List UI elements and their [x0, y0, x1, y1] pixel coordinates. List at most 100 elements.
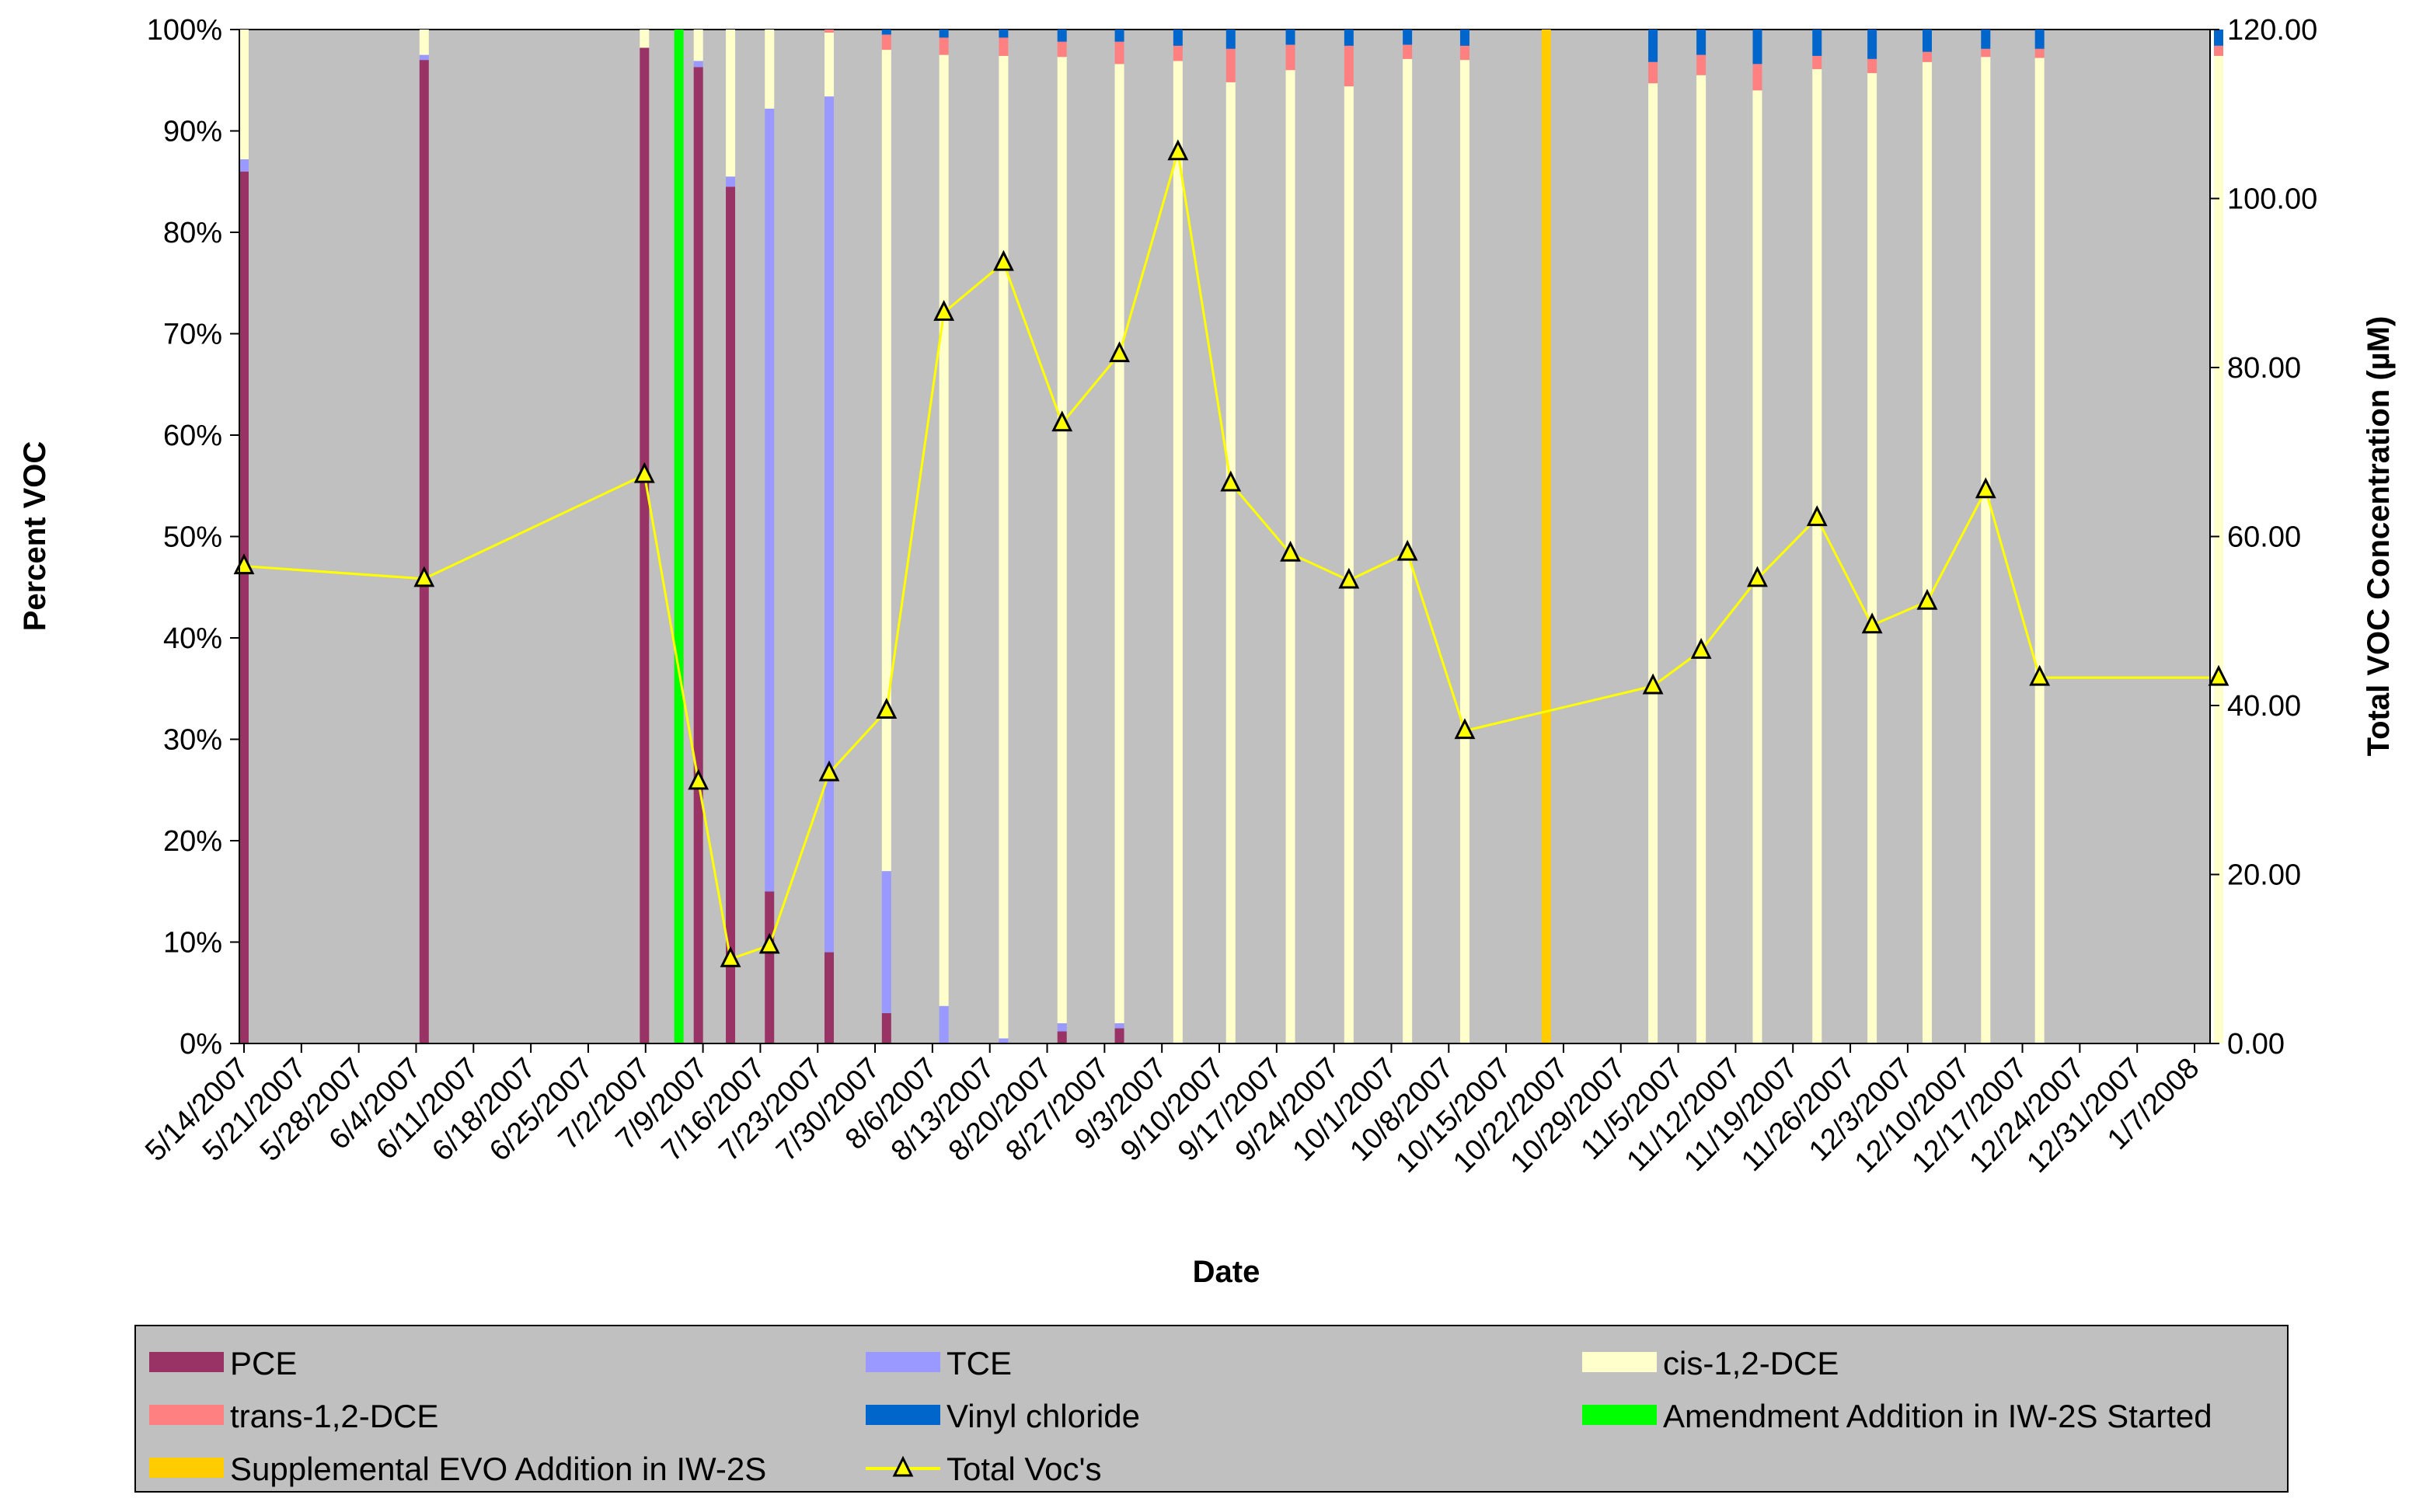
legend-swatch — [149, 1352, 224, 1372]
bar-segment-pce — [640, 47, 650, 1044]
bar-segment-vinyl-chloride — [1285, 30, 1295, 45]
bar-segment-vinyl-chloride — [1173, 30, 1183, 46]
total-voc-point — [933, 299, 955, 321]
total-voc-point — [2029, 664, 2051, 686]
y-axis-left-title: Percent VOC — [18, 441, 52, 632]
y-right-tick-label: 60.00 — [2227, 521, 2301, 554]
bar-segment-pce — [824, 952, 834, 1043]
bar-segment-cis-dce — [939, 54, 949, 1006]
legend-label: TCE — [947, 1345, 1012, 1381]
total-voc-point — [876, 698, 898, 719]
total-voc-series — [233, 139, 2229, 967]
bar-segment-pce — [239, 171, 249, 1044]
total-voc-point — [1109, 341, 1130, 363]
bar-segment-cis-dce — [1459, 60, 1469, 1043]
y-axis-right-title: Total VOC Concentration (µM) — [2362, 316, 2396, 757]
bar-segment-tce — [824, 96, 834, 953]
supplemental-evo-marker — [1541, 30, 1551, 1043]
bar-segment-trans-dce — [2214, 45, 2224, 56]
bar-segment-tce — [1114, 1023, 1124, 1029]
bar-segment-tce — [1057, 1023, 1067, 1032]
bar-segment-pce — [726, 186, 736, 1043]
x-tick-labels: 5/14/20075/21/20075/28/20076/4/20076/11/… — [139, 1052, 2205, 1179]
bar-segment-vinyl-chloride — [1114, 30, 1124, 42]
bar-segment-vinyl-chloride — [1648, 30, 1658, 62]
y-left-tick-label: 0% — [180, 1028, 222, 1061]
legend-label: trans-1,2-DCE — [230, 1398, 438, 1434]
bar-segment-cis-dce — [824, 32, 834, 97]
y-right-tick-label: 80.00 — [2227, 352, 2301, 385]
total-voc-point — [1051, 410, 1073, 432]
bar-segment-pce — [1114, 1028, 1124, 1043]
total-voc-point — [633, 462, 655, 483]
total-voc-point — [1975, 477, 1996, 499]
total-voc-point — [1454, 718, 1476, 740]
bar-segment-vinyl-chloride — [1403, 30, 1413, 45]
total-voc-point — [1690, 637, 1712, 659]
bar-segment-tce — [765, 108, 775, 892]
y-left-tick-label: 80% — [163, 217, 222, 249]
legend-swatch — [149, 1405, 224, 1425]
bar-segment-trans-dce — [1648, 61, 1658, 84]
bar-segment-trans-dce — [1344, 45, 1354, 87]
legend-label: cis-1,2-DCE — [1663, 1345, 1839, 1381]
bar-segment-tce — [419, 54, 429, 61]
y-left-tick-label: 10% — [163, 927, 222, 960]
bar-segment-vinyl-chloride — [1459, 30, 1469, 46]
event-markers — [674, 30, 1551, 1043]
bar-segment-cis-dce — [1922, 61, 1932, 1043]
legend-swatch — [1582, 1352, 1657, 1372]
y-right-tick-label: 0.00 — [2227, 1028, 2285, 1061]
legend-box — [134, 1325, 2289, 1493]
y-right-tick-label: 20.00 — [2227, 859, 2301, 892]
bar-segment-trans-dce — [1459, 45, 1469, 61]
bar-segment-pce — [765, 891, 775, 1043]
bar-segment-trans-dce — [999, 37, 1009, 56]
bar-segment-vinyl-chloride — [939, 30, 949, 38]
total-voc-point — [1806, 505, 1828, 527]
y-left-tick-label: 40% — [163, 622, 222, 655]
plot-area — [239, 30, 2210, 1043]
bar-segment-trans-dce — [1752, 64, 1762, 91]
legend-swatch — [866, 1405, 940, 1425]
bar-segment-vinyl-chloride — [1057, 30, 1067, 42]
bar-segment-pce — [419, 60, 429, 1043]
bar-segment-trans-dce — [939, 37, 949, 55]
bar-segment-cis-dce — [1173, 61, 1183, 1044]
bar-segment-vinyl-chloride — [2214, 30, 2224, 46]
total-voc-point — [1280, 540, 1301, 562]
bar-segment-trans-dce — [1225, 48, 1236, 82]
bar-segment-cis-dce — [693, 30, 703, 61]
bar-segment-trans-dce — [1114, 41, 1124, 64]
bar-segment-cis-dce — [640, 30, 650, 48]
bar-segment-trans-dce — [1173, 45, 1183, 61]
total-voc-point — [1220, 470, 1242, 492]
total-voc-point — [1916, 588, 1938, 610]
bar-segment-trans-dce — [1285, 44, 1295, 71]
legend-label: PCE — [230, 1345, 297, 1381]
bar-segment-cis-dce — [1114, 64, 1124, 1023]
bar-segment-trans-dce — [1057, 41, 1067, 57]
total-voc-point — [2208, 664, 2229, 686]
y-right-tick-label: 100.00 — [2227, 183, 2317, 216]
y-left-tick-label: 70% — [163, 319, 222, 351]
bar-segment-vinyl-chloride — [881, 30, 891, 35]
bar-segment-vinyl-chloride — [999, 30, 1009, 38]
total-voc-point — [413, 566, 435, 587]
bar-segment-tce — [881, 871, 891, 1013]
legend-swatch — [866, 1352, 940, 1372]
legend: PCE TCE cis-1,2-DCE trans-1,2-DCE Vinyl chlo… — [134, 1325, 2289, 1493]
y-left-tick-label: 50% — [163, 521, 222, 554]
y-left-tick-label: 20% — [163, 825, 222, 858]
bar-segment-cis-dce — [2214, 55, 2224, 1043]
bar-segment-cis-dce — [1057, 57, 1067, 1023]
bar-segment-tce — [999, 1038, 1009, 1043]
y-left-tick-label: 90% — [163, 116, 222, 148]
y-left-tick-label: 60% — [163, 420, 222, 452]
legend-label: Total Voc's — [947, 1451, 1101, 1487]
bar-segment-cis-dce — [239, 30, 249, 160]
y-left-tick-label: 30% — [163, 724, 222, 757]
y-left-tick-label: 100% — [147, 14, 222, 47]
bar-segment-trans-dce — [1922, 51, 1932, 62]
